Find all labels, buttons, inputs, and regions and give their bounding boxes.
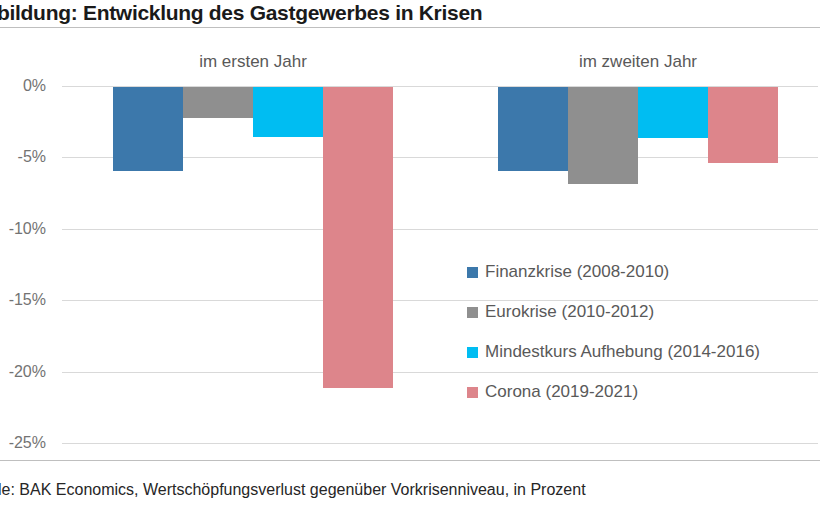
bar-mindestkurs-2 bbox=[638, 87, 708, 138]
legend-item: Finanzkrise (2008-2010) bbox=[467, 252, 760, 292]
legend-swatch-icon bbox=[467, 267, 478, 278]
y-axis-tick-label: -15% bbox=[0, 291, 46, 309]
source-note: le: BAK Economics, Wertschöpfungsverlust… bbox=[0, 481, 586, 499]
page-title: bildung: Entwicklung des Gastgewerbes in… bbox=[0, 1, 482, 25]
category-label-2: im zweiten Jahr bbox=[508, 52, 768, 72]
y-axis-tick-label: -5% bbox=[0, 148, 46, 166]
legend-swatch-icon bbox=[467, 387, 478, 398]
category-label-1: im ersten Jahr bbox=[123, 52, 383, 72]
legend-item: Eurokrise (2010-2012) bbox=[467, 292, 760, 332]
bar-finanzkrise-2 bbox=[498, 87, 568, 171]
y-axis-tick-label: -25% bbox=[0, 434, 46, 452]
bar-corona-2 bbox=[708, 87, 778, 163]
gridline bbox=[62, 229, 818, 230]
y-axis-tick-label: -10% bbox=[0, 220, 46, 238]
bar-mindestkurs-1 bbox=[253, 87, 323, 137]
legend-swatch-icon bbox=[467, 347, 478, 358]
legend-item: Mindestkurs Aufhebung (2014-2016) bbox=[467, 332, 760, 372]
legend-item: Corona (2019-2021) bbox=[467, 372, 760, 412]
gridline bbox=[62, 443, 818, 444]
legend-label: Eurokrise (2010-2012) bbox=[485, 302, 654, 322]
bar-finanzkrise-1 bbox=[113, 87, 183, 171]
footer-divider bbox=[0, 460, 820, 461]
legend: Finanzkrise (2008-2010) Eurokrise (2010-2… bbox=[467, 252, 760, 412]
bar-eurokrise-1 bbox=[183, 87, 253, 118]
legend-label: Mindestkurs Aufhebung (2014-2016) bbox=[485, 342, 760, 362]
bar-eurokrise-2 bbox=[568, 87, 638, 184]
y-axis-tick-label: 0% bbox=[0, 77, 46, 95]
legend-swatch-icon bbox=[467, 307, 478, 318]
y-axis-tick-label: -20% bbox=[0, 363, 46, 381]
legend-label: Corona (2019-2021) bbox=[485, 382, 638, 402]
legend-label: Finanzkrise (2008-2010) bbox=[485, 262, 669, 282]
bar-corona-1 bbox=[323, 87, 393, 388]
title-underline bbox=[0, 27, 820, 28]
